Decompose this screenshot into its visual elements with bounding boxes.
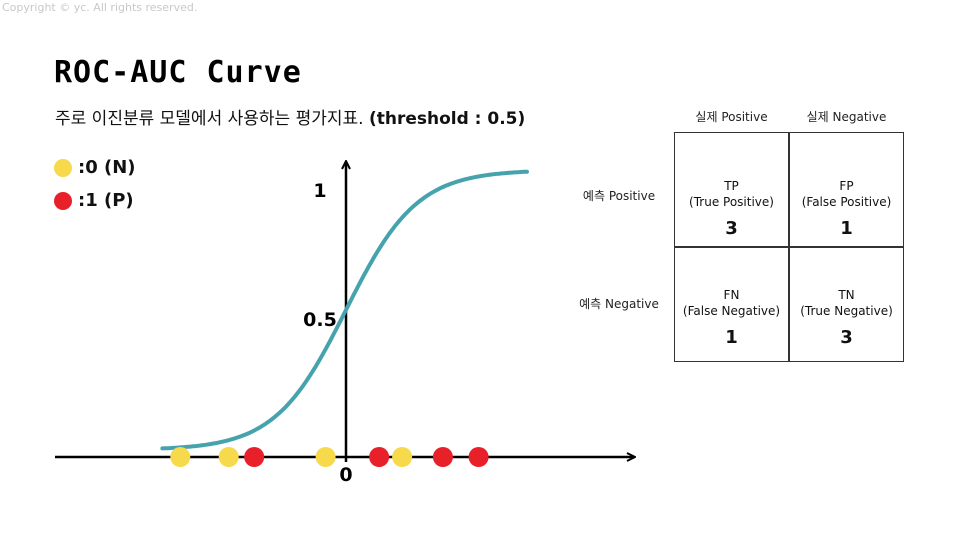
yellow-dot-icon: [54, 158, 72, 177]
legend-positive: :1 (P): [54, 190, 134, 211]
legend-negative: :0 (N): [54, 157, 136, 178]
positive-point: [369, 447, 390, 467]
negative-point: [315, 447, 336, 467]
red-dot-icon: [54, 191, 72, 210]
sigmoid-curve: [160, 169, 529, 451]
copyright-text: Copyright © yc. All rights reserved.: [2, 1, 198, 14]
subtitle-text: 주로 이진분류 모델에서 사용하는 평가지표.: [55, 109, 364, 129]
legend-label: :1 (P): [78, 190, 134, 211]
threshold-label: (threshold : 0.5): [368, 109, 526, 129]
positive-point: [468, 447, 489, 467]
positive-point: [432, 447, 453, 467]
y-tick-1: 1: [313, 180, 326, 202]
subtitle: 주로 이진분류 모델에서 사용하는 평가지표. (threshold : 0.5…: [55, 104, 525, 129]
negative-point: [218, 447, 239, 467]
negative-point: [392, 447, 413, 467]
negative-point: [170, 447, 191, 467]
legend-label: :0 (N): [78, 157, 136, 178]
y-tick-half: 0.5: [303, 309, 337, 331]
page-title: ROC-AUC Curve: [54, 55, 302, 90]
origin-label: 0: [339, 464, 352, 486]
positive-point: [244, 447, 265, 467]
data-points: [170, 447, 489, 467]
